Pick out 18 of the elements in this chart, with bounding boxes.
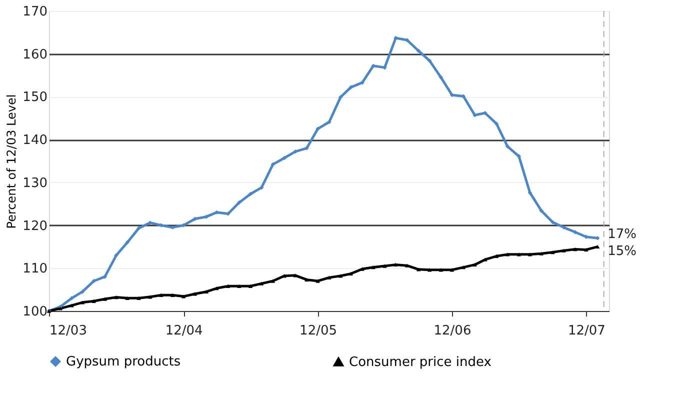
annotation: 17% [608,226,637,242]
y-tick-label: 170 [22,4,48,20]
y-tick-label: 120 [22,218,48,234]
legend-label: Consumer price index [349,354,492,370]
legend-label: Gypsum products [66,354,181,370]
annotation: 15% [608,244,637,259]
y-axis-title: Percent of 12/03 Level [4,94,19,229]
y-tick-label: 100 [22,304,48,320]
y-tick-label: 130 [22,176,48,191]
x-tick-label: 12/05 [300,324,338,338]
y-tick-label: 160 [22,47,48,62]
y-tick-label: 140 [22,133,48,148]
x-tick-label: 12/06 [434,324,472,338]
y-tick-label: 110 [22,262,48,277]
x-tick-label: 12/03 [50,324,87,338]
x-tick-label: 12/07 [568,324,606,338]
x-tick-label: 12/04 [165,324,203,338]
y-tick-label: 150 [22,90,48,106]
